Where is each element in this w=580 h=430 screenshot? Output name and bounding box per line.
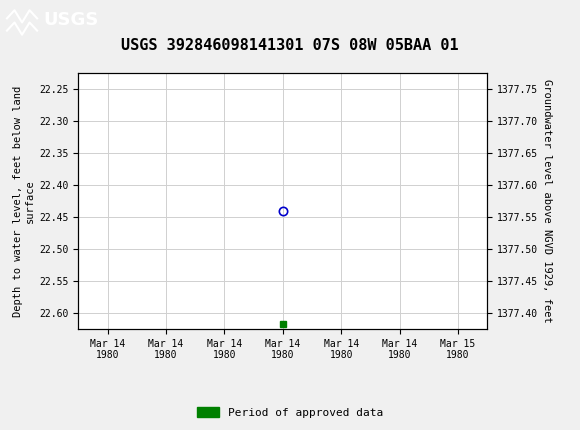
Text: USGS: USGS	[44, 12, 99, 29]
Y-axis label: Groundwater level above NGVD 1929, feet: Groundwater level above NGVD 1929, feet	[542, 79, 552, 323]
Text: USGS 392846098141301 07S 08W 05BAA 01: USGS 392846098141301 07S 08W 05BAA 01	[121, 38, 459, 52]
Legend: Period of approved data: Period of approved data	[193, 403, 387, 422]
Y-axis label: Depth to water level, feet below land
surface: Depth to water level, feet below land su…	[13, 86, 35, 316]
